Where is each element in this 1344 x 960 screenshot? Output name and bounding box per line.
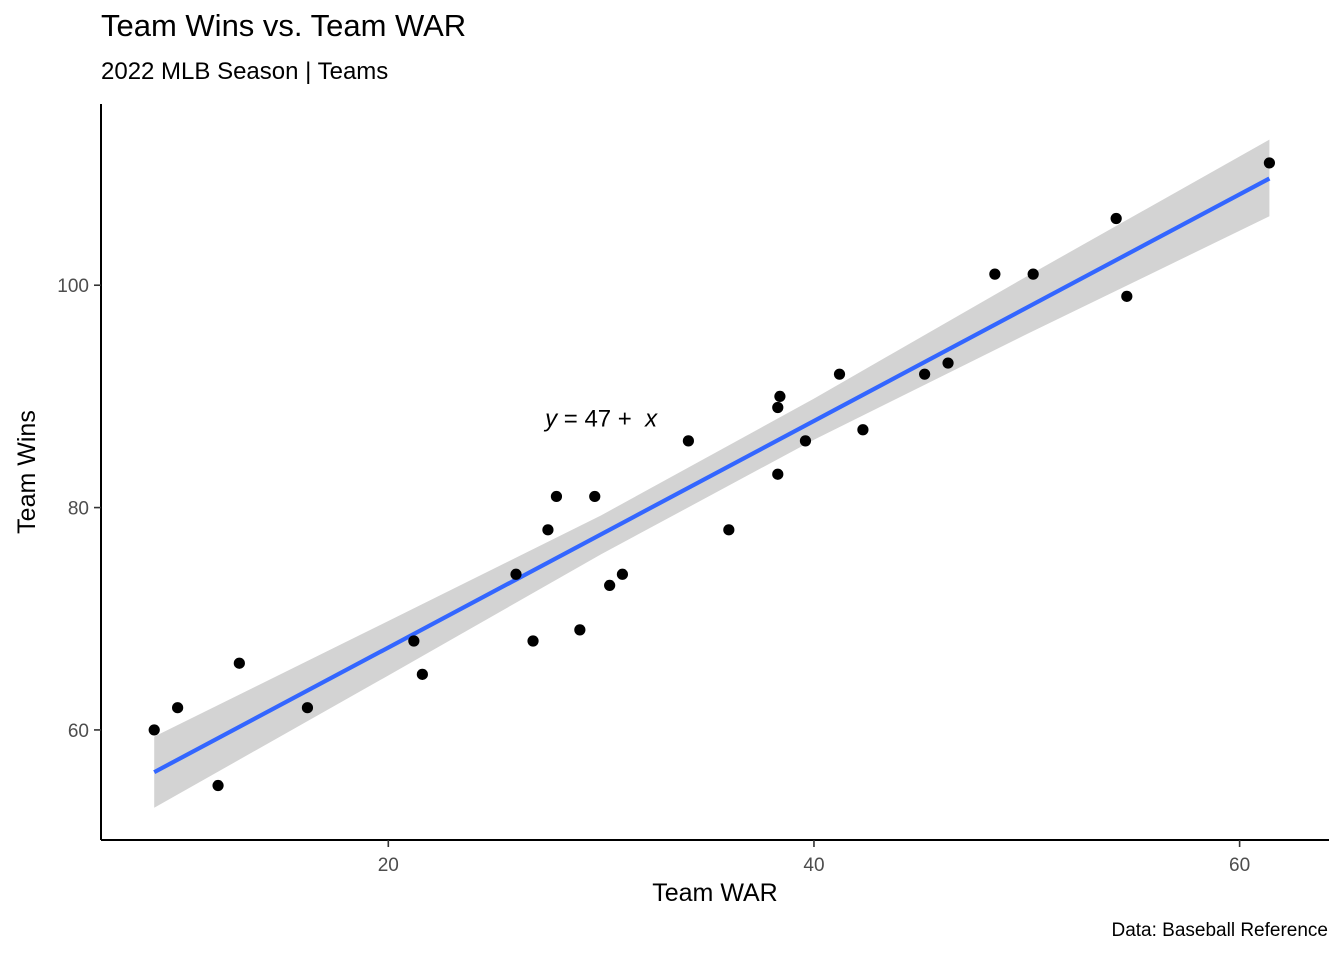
y-tick-label: 100: [57, 276, 89, 297]
equation-y: y: [543, 406, 559, 433]
y-tick-label: 80: [68, 499, 89, 520]
regression-equation: y = 47 + x: [543, 406, 658, 433]
data-point: [774, 390, 786, 402]
x-tick-label: 40: [803, 855, 824, 876]
data-point: [772, 401, 784, 414]
data-point: [301, 702, 314, 714]
data-point: [212, 779, 224, 792]
y-tick-label: 60: [68, 721, 89, 742]
data-point: [942, 357, 954, 369]
data-point: [616, 568, 629, 580]
data-point: [833, 368, 846, 380]
data-point: [1263, 157, 1276, 169]
equation-mid: = 47 +: [557, 406, 645, 433]
axes-layer: 20 40 60 60 80 100: [57, 104, 1329, 876]
data-point: [857, 424, 869, 436]
data-point: [682, 435, 694, 447]
data-point: [723, 524, 735, 536]
data-point: [233, 657, 245, 669]
x-tick-label: 60: [1229, 855, 1250, 876]
chart-title: Team Wins vs. Team WAR: [101, 8, 467, 43]
data-point: [148, 724, 160, 736]
data-point: [989, 268, 1001, 280]
data-point: [604, 579, 616, 592]
chart-caption: Data: Baseball Reference: [1111, 920, 1328, 941]
data-point: [408, 635, 420, 647]
data-point: [416, 668, 428, 680]
data-point: [589, 490, 601, 503]
data-point: [799, 435, 812, 447]
data-point: [1027, 268, 1039, 280]
data-point: [919, 368, 931, 380]
x-axis-title: Team WAR: [652, 879, 777, 907]
equation-x: x: [644, 406, 658, 433]
data-point: [574, 624, 586, 636]
data-point: [1121, 290, 1133, 302]
data-point: [550, 490, 563, 503]
regression-line: [153, 176, 1271, 775]
x-tick-label: 20: [378, 855, 399, 876]
data-point: [510, 568, 522, 580]
data-point: [172, 702, 184, 714]
data-point: [1110, 212, 1122, 225]
data-point: [542, 524, 554, 536]
data-point: [772, 468, 784, 480]
chart-subtitle: 2022 MLB Season | Teams: [101, 58, 389, 85]
fit-line-layer: [153, 176, 1271, 775]
points-layer: [148, 157, 1276, 792]
data-point: [527, 635, 539, 647]
y-axis-title: Team Wins: [13, 410, 41, 534]
